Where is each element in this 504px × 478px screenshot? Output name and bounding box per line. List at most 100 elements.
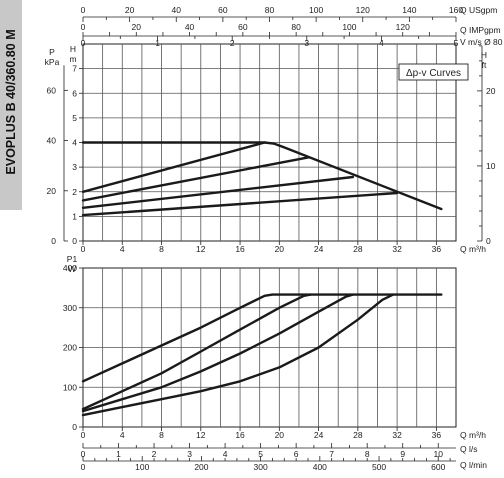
usgpm-tick-label: 20 xyxy=(125,5,135,15)
usgpm-tick-label: 40 xyxy=(172,5,182,15)
power-axis-unit: W xyxy=(68,264,76,274)
usgpm-tick-label: 140 xyxy=(402,5,416,15)
head-curve-series-1 xyxy=(81,141,443,211)
head-curve-series-4 xyxy=(81,175,355,210)
head-curve-series-3 xyxy=(81,156,310,202)
ls-tick-label: 10 xyxy=(434,449,444,459)
power-x-tick-label: 0 xyxy=(81,430,86,440)
usgpm-axis-label: Q USgpm xyxy=(460,5,497,15)
head-m-tick-label: 4 xyxy=(72,138,77,148)
usgpm-tick-label: 120 xyxy=(356,5,370,15)
power-curve-series-2 xyxy=(81,293,312,411)
power-y-tick-label: 300 xyxy=(63,303,77,313)
power-y-tick-label: 400 xyxy=(63,263,77,273)
ls-tick-label: 0 xyxy=(81,449,86,459)
velocity-tick-label: 3 xyxy=(304,38,309,48)
head-height-axis-name: H xyxy=(70,44,76,54)
head-m-tick-label: 5 xyxy=(72,113,77,123)
head-curve-series-2 xyxy=(81,141,266,194)
lmin-tick-label: 600 xyxy=(431,462,445,472)
head-x-tick-label: 24 xyxy=(314,244,324,254)
power-x-unit-label: Q m³/h xyxy=(460,430,486,440)
ls-tick-label: 2 xyxy=(152,449,157,459)
power-x-tick-label: 32 xyxy=(392,430,402,440)
impgpm-tick-label: 20 xyxy=(132,22,142,32)
ls-tick-label: 6 xyxy=(294,449,299,459)
velocity-tick-label: 1 xyxy=(155,38,160,48)
model-title-tab: EVOPLUS B 40/360.80 M xyxy=(0,0,22,210)
head-m-tick-label: 0 xyxy=(72,236,77,246)
head-kpa-tick-label: 0 xyxy=(51,236,56,246)
head-x-tick-label: 0 xyxy=(81,244,86,254)
power-x-tick-label: 4 xyxy=(120,430,125,440)
power-x-tick-label: 12 xyxy=(196,430,206,440)
velocity-tick-label: 5 xyxy=(454,38,459,48)
lmin-tick-label: 100 xyxy=(135,462,149,472)
impgpm-tick-label: 100 xyxy=(342,22,356,32)
head-ft-tick-label: 10 xyxy=(486,161,496,171)
head-m-tick-label: 6 xyxy=(72,88,77,98)
impgpm-tick-label: 80 xyxy=(291,22,301,32)
power-curve-series-1 xyxy=(81,293,443,383)
curve-mode-annotation-box xyxy=(398,63,469,81)
power-x-tick-label: 16 xyxy=(235,430,245,440)
head-x-tick-label: 12 xyxy=(196,244,206,254)
head-kpa-tick-label: 60 xyxy=(47,85,57,95)
usgpm-tick-label: 0 xyxy=(81,5,86,15)
power-curve-series-4 xyxy=(81,293,395,417)
velocity-axis-label: V m/s Ø 80 xyxy=(460,37,503,47)
head-curve-series-5 xyxy=(81,191,399,217)
lmin-axis-label: Q l/min xyxy=(460,460,487,470)
ls-axis-label: Q l/s xyxy=(460,444,477,454)
head-m-tick-label: 2 xyxy=(72,187,77,197)
usgpm-tick-label: 80 xyxy=(265,5,275,15)
head-ft-tick-label: 20 xyxy=(486,86,496,96)
head-x-tick-label: 20 xyxy=(275,244,285,254)
head-ft-axis-name: H xyxy=(481,50,487,60)
ls-tick-label: 3 xyxy=(187,449,192,459)
head-x-tick-label: 28 xyxy=(353,244,363,254)
velocity-tick-label: 0 xyxy=(81,38,86,48)
power-axis-name: P1 xyxy=(67,254,78,264)
power-y-tick-label: 100 xyxy=(63,382,77,392)
ls-tick-label: 8 xyxy=(365,449,370,459)
impgpm-tick-label: 0 xyxy=(81,22,86,32)
power-x-tick-label: 28 xyxy=(353,430,363,440)
head-ft-axis-unit: ft xyxy=(482,60,487,70)
lmin-tick-label: 200 xyxy=(194,462,208,472)
impgpm-axis-label: Q IMPgpm xyxy=(460,25,501,35)
power-x-tick-label: 36 xyxy=(432,430,442,440)
lmin-tick-label: 0 xyxy=(81,462,86,472)
usgpm-tick-label: 60 xyxy=(218,5,228,15)
ls-tick-label: 1 xyxy=(116,449,121,459)
head-m-tick-label: 7 xyxy=(72,64,77,74)
head-x-tick-label: 8 xyxy=(159,244,164,254)
lmin-tick-label: 300 xyxy=(254,462,268,472)
power-y-tick-label: 0 xyxy=(72,422,77,432)
head-kpa-tick-label: 40 xyxy=(47,136,57,146)
power-curve-series-3 xyxy=(81,293,355,413)
velocity-tick-label: 4 xyxy=(379,38,384,48)
power-x-tick-label: 24 xyxy=(314,430,324,440)
head-pressure-axis-unit: kPa xyxy=(45,57,60,67)
ls-tick-label: 9 xyxy=(400,449,405,459)
head-x-unit-label: Q m³/h xyxy=(460,244,486,254)
usgpm-tick-label: 160 xyxy=(449,5,463,15)
ls-tick-label: 4 xyxy=(223,449,228,459)
head-x-tick-label: 36 xyxy=(432,244,442,254)
impgpm-tick-label: 60 xyxy=(238,22,248,32)
head-m-tick-label: 1 xyxy=(72,211,77,221)
power-x-tick-label: 8 xyxy=(159,430,164,440)
ls-tick-label: 5 xyxy=(258,449,263,459)
head-x-tick-label: 32 xyxy=(392,244,402,254)
curve-mode-annotation: Δp-v Curves xyxy=(406,68,461,79)
head-height-axis-unit: m xyxy=(69,54,76,64)
head-m-tick-label: 3 xyxy=(72,162,77,172)
head-x-tick-label: 16 xyxy=(235,244,245,254)
lmin-tick-label: 400 xyxy=(313,462,327,472)
lmin-tick-label: 500 xyxy=(372,462,386,472)
head-x-tick-label: 4 xyxy=(120,244,125,254)
impgpm-tick-label: 120 xyxy=(396,22,410,32)
